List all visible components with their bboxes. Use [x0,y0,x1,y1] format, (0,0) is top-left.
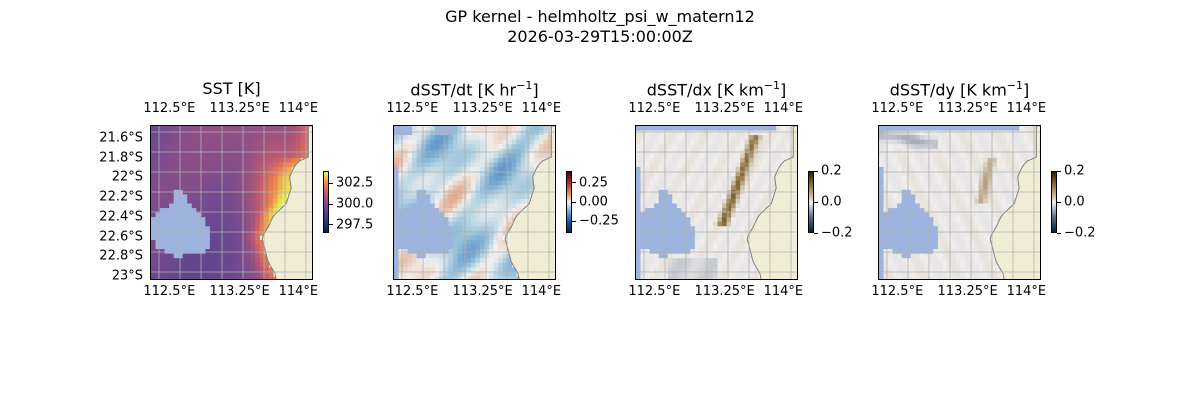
panel-dsst_dx-colorbar-tick: −0.2 [821,225,853,241]
panel-dsst_dy-svg [879,126,1040,279]
panel-dsst_dx-colorbar-tickmark [814,170,818,172]
panel-dsst_dy-xtick-bottom: 114°E [1006,284,1047,299]
panel-dsst_dx-colorbar-tickmark [814,201,818,203]
panel-dsst_dy-colorbar-tickmark [1057,201,1061,203]
figure-subtitle: 2026-03-29T15:00:00Z [507,27,693,46]
panel-dsst_dy-land [989,126,1040,279]
panel-dsst_dy-colorbar-tick: −0.2 [1064,225,1096,241]
panel-sst-xtick-bottom: 112.5°E [143,284,196,299]
panel-sst-xtick-top: 114°E [278,101,319,116]
panel-sst-xtick-bottom: 113.25°E [209,284,270,299]
panel-sst-colorbar [323,171,329,233]
panel-dsst_dx-colorbar-tickmark [814,232,818,234]
panel-dsst_dx-xtick-top: 113.25°E [694,101,755,116]
panel-sst-ytick: 21.6°S [99,130,143,146]
panel-dsst_dt-land [504,126,555,279]
panel-dsst_dy-colorbar [1051,171,1057,233]
panel-dsst_dy-title: dSST/dy [K km−1] [889,79,1030,100]
panel-sst-ytick: 21.8°S [99,150,143,166]
panel-dsst_dx-title: dSST/dx [K km−1] [646,79,787,100]
panel-dsst_dx-xtick-top: 114°E [763,101,804,116]
panel-sst-land [261,126,312,279]
panel-sst-colorbar-tick: 302.5 [336,175,374,191]
panel-dsst_dx-map [635,125,798,280]
panel-sst-map [150,125,313,280]
panel-dsst_dt-colorbar-tickmark [572,201,576,203]
panel-dsst_dt-colorbar-tick: 0.00 [579,194,608,210]
panel-dsst_dt-map [393,125,556,280]
panel-sst-colorbar-tickmark [329,182,333,184]
panel-sst-svg [151,126,312,279]
panel-dsst_dt-colorbar-tickmark [572,182,576,184]
panel-sst-colorbar-tick: 300.0 [336,196,374,212]
panel-dsst_dx-land [746,126,797,279]
panel-dsst_dt-colorbar-tickmark [572,220,576,222]
panel-dsst_dt-colorbar-tick: 0.25 [579,175,608,191]
panel-dsst_dt-colorbar [566,171,572,233]
panel-dsst_dx-colorbar-tick: 0.0 [821,194,842,210]
panel-dsst_dt-xtick-top: 112.5°E [386,101,439,116]
panel-sst-colorbar-tick: 297.5 [336,217,374,233]
panel-sst-colorbar-tickmark [329,224,333,226]
panel-dsst_dy-xtick-bottom: 113.25°E [937,284,998,299]
panel-dsst_dt-xtick-bottom: 114°E [521,284,562,299]
panel-sst-ytick: 22.8°S [99,248,143,264]
panel-sst-ytick: 22.2°S [99,189,143,205]
panel-sst-ytick: 22°S [111,169,143,185]
panel-dsst_dy-xtick-bottom: 112.5°E [871,284,924,299]
panel-dsst_dy-xtick-top: 114°E [1006,101,1047,116]
panel-dsst_dy-colorbar-tick: 0.2 [1064,163,1085,179]
panel-dsst_dy-xtick-top: 112.5°E [871,101,924,116]
panel-sst-title: SST [K] [202,79,261,98]
panel-dsst_dx-svg [636,126,797,279]
panel-dsst_dx-xtick-top: 112.5°E [628,101,681,116]
panel-dsst_dx-xtick-bottom: 112.5°E [628,284,681,299]
panel-dsst_dy-colorbar-tick: 0.0 [1064,194,1085,210]
panel-dsst_dt-xtick-top: 113.25°E [452,101,513,116]
panel-dsst_dt-xtick-bottom: 112.5°E [386,284,439,299]
panel-dsst_dx-colorbar-tick: 0.2 [821,163,842,179]
panel-dsst_dt-xtick-top: 114°E [521,101,562,116]
panel-sst-ytick: 22.4°S [99,209,143,225]
panel-sst-ytick: 23°S [111,268,143,284]
panel-dsst_dy-xtick-top: 113.25°E [937,101,998,116]
panel-sst-xtick-bottom: 114°E [278,284,319,299]
panel-dsst_dy-colorbar-tickmark [1057,232,1061,234]
panel-dsst_dy-map [878,125,1041,280]
figure-title: GP kernel - helmholtz_psi_w_matern12 [445,7,755,26]
panel-dsst_dt-colorbar-tick: −0.25 [579,213,619,229]
panel-dsst_dx-xtick-bottom: 114°E [763,284,804,299]
panel-dsst_dt-xtick-bottom: 113.25°E [452,284,513,299]
panel-sst-ytick: 22.6°S [99,229,143,244]
panel-dsst_dx-colorbar [808,171,814,233]
panel-dsst_dt-svg [394,126,555,279]
panel-dsst_dx-xtick-bottom: 113.25°E [694,284,755,299]
panel-sst-xtick-top: 113.25°E [209,101,270,116]
panel-dsst_dt-title: dSST/dt [K hr−1] [410,79,539,100]
panel-dsst_dy-colorbar-tickmark [1057,170,1061,172]
panel-sst-xtick-top: 112.5°E [143,101,196,116]
panel-sst-colorbar-tickmark [329,203,333,205]
